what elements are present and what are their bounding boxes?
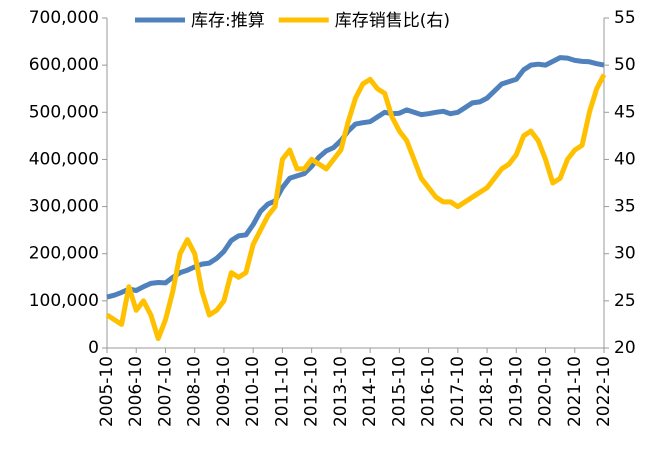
legend-label: 库存销售比(右) — [335, 11, 450, 31]
y-tick-label: 200,000 — [29, 244, 99, 264]
y2-tick-label: 20 — [614, 338, 636, 358]
y2-tick-label: 55 — [614, 8, 636, 28]
line-series — [105, 73, 607, 342]
x-tick-label: 2014-10 — [360, 356, 380, 427]
x-tick-label: 2006-10 — [126, 356, 146, 427]
y-tick-label: 0 — [88, 338, 99, 358]
y2-tick-label: 30 — [614, 244, 636, 264]
x-tick-label: 2010-10 — [243, 356, 263, 427]
y-tick-label: 300,000 — [29, 197, 99, 217]
x-tick-label: 2012-10 — [302, 356, 322, 427]
x-tick-label: 2016-10 — [419, 356, 439, 427]
x-tick-label: 2015-10 — [389, 356, 409, 427]
x-tick-label: 2005-10 — [97, 356, 117, 427]
x-tick-label: 2019-10 — [506, 356, 526, 427]
y-tick-label: 100,000 — [29, 291, 99, 311]
x-tick-label: 2022-10 — [594, 356, 614, 427]
y-tick-label: 500,000 — [29, 102, 99, 122]
y-tick-label: 400,000 — [29, 149, 99, 169]
y-tick-label: 700,000 — [29, 8, 99, 28]
y2-tick-label: 45 — [614, 102, 636, 122]
x-tick-label: 2020-10 — [536, 356, 556, 427]
y2-tick-label: 40 — [614, 149, 636, 169]
legend-label: 库存:推算 — [191, 11, 265, 31]
x-tick-label: 2021-10 — [565, 356, 585, 427]
y2-tick-label: 50 — [614, 55, 636, 75]
line-series — [106, 55, 605, 300]
x-tick-label: 2017-10 — [448, 356, 468, 427]
x-tick-label: 2009-10 — [214, 356, 234, 427]
y2-tick-label: 25 — [614, 291, 636, 311]
x-tick-label: 2008-10 — [185, 356, 205, 427]
x-tick-label: 2018-10 — [477, 356, 497, 427]
x-tick-label: 2013-10 — [331, 356, 351, 427]
x-tick-label: 2011-10 — [272, 356, 292, 427]
x-tick-label: 2007-10 — [155, 356, 175, 427]
y-tick-label: 600,000 — [29, 55, 99, 75]
y2-tick-label: 35 — [614, 197, 636, 217]
